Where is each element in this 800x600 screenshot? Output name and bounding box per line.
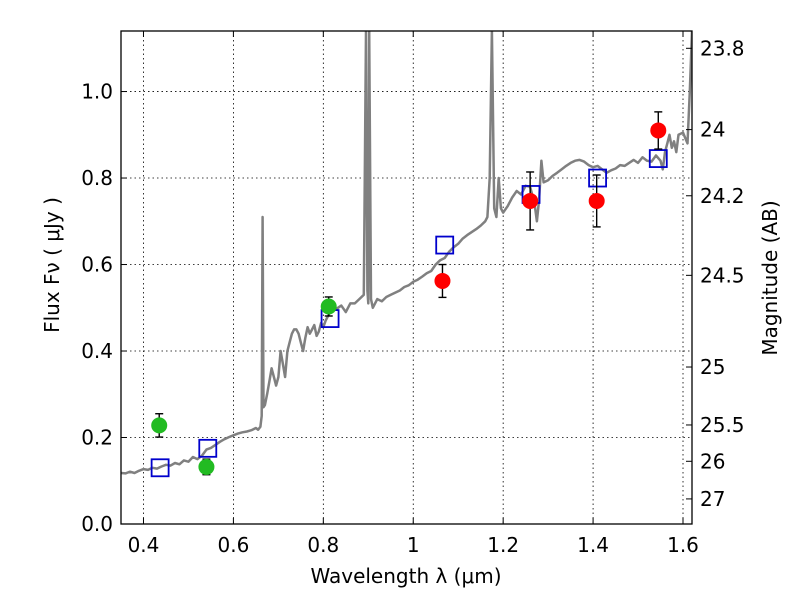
x-tick-label: 0.8 (307, 533, 339, 557)
y-tick-label: 0.0 (81, 512, 113, 536)
optical-observation-point (320, 298, 337, 315)
nir-observation-point (434, 272, 451, 289)
x-tick-label: 0.6 (217, 533, 249, 557)
y-axis-title: Flux Fν ( μJy ) (40, 197, 64, 333)
magnitude-tick-label: 24.2 (700, 184, 745, 208)
x-axis-title: Wavelength λ (μm) (310, 564, 501, 588)
y-tick-label: 0.4 (81, 339, 113, 363)
y2-axis-title: Magnitude (AB) (758, 200, 782, 355)
y-tick-label: 1.0 (81, 80, 113, 104)
magnitude-tick-label: 24.5 (700, 263, 745, 287)
magnitude-tick-label: 25.5 (700, 413, 745, 437)
model-photometry-square (588, 168, 607, 188)
model-photometry-square (435, 235, 455, 255)
grid (121, 31, 692, 525)
x-tick-label: 1 (407, 533, 420, 557)
nir-observation-point (522, 192, 539, 209)
optical-observation-point (151, 417, 168, 434)
model-photometry-square (150, 458, 170, 478)
y-tick-label: 0.8 (81, 166, 113, 190)
x-tick-label: 0.4 (128, 533, 160, 557)
magnitude-tick-label: 25 (700, 355, 725, 379)
magnitude-tick-label: 26 (700, 449, 725, 473)
plot-frame (120, 30, 693, 525)
x-tick-label: 1.6 (667, 533, 699, 557)
x-tick-label: 1.4 (577, 533, 609, 557)
nir-observation-point (588, 192, 605, 209)
y-tick-label: 0.2 (81, 426, 113, 450)
nir-observation-point (650, 122, 667, 139)
x-tick-label: 1.2 (487, 533, 519, 557)
y-tick-label: 0.6 (81, 253, 113, 277)
magnitude-tick-label: 24 (700, 118, 725, 142)
plot-area (121, 31, 692, 478)
axis-ticks (121, 31, 692, 525)
model-photometry-square (198, 438, 218, 458)
magnitude-tick-label: 23.8 (700, 36, 745, 60)
magnitude-tick-label: 27 (700, 487, 725, 511)
tick-labels: 0.4 0.6 0.8 1 1.2 1.4 1.6 0.0 0.2 0.4 0.6 0.8 1.0 23.… (81, 36, 744, 557)
model-photometry-square (648, 149, 668, 168)
optical-observation-point (198, 458, 215, 475)
sed-model-line (121, 31, 692, 475)
